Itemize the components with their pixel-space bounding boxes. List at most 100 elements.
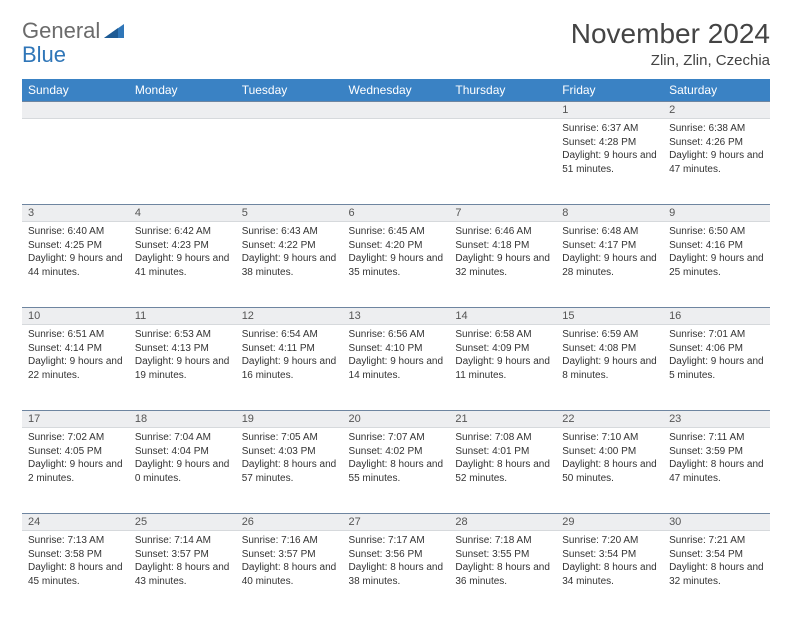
day-number-cell: 28: [449, 514, 556, 531]
day-number-cell: [129, 102, 236, 119]
day-number-row: 24252627282930: [22, 514, 770, 531]
day-cell: [343, 119, 450, 205]
day-number-cell: 6: [343, 205, 450, 222]
day-detail-line: Sunrise: 7:18 AM: [455, 534, 550, 548]
day-detail-line: Daylight: 9 hours and 28 minutes.: [562, 252, 657, 279]
day-detail-line: Sunset: 3:58 PM: [28, 548, 123, 562]
day-detail-line: Sunset: 3:59 PM: [669, 445, 764, 459]
day-detail-line: Sunset: 4:28 PM: [562, 136, 657, 150]
day-detail-line: Daylight: 9 hours and 5 minutes.: [669, 355, 764, 382]
day-cell: Sunrise: 7:18 AMSunset: 3:55 PMDaylight:…: [449, 531, 556, 617]
day-detail-line: Sunset: 3:54 PM: [562, 548, 657, 562]
day-detail-line: Sunrise: 7:07 AM: [349, 431, 444, 445]
day-detail-line: Daylight: 9 hours and 38 minutes.: [242, 252, 337, 279]
day-number-cell: 21: [449, 411, 556, 428]
day-detail-line: Daylight: 8 hours and 50 minutes.: [562, 458, 657, 485]
day-number-cell: 19: [236, 411, 343, 428]
day-number-row: 12: [22, 102, 770, 119]
day-detail-line: Sunset: 3:57 PM: [135, 548, 230, 562]
day-detail-line: Sunrise: 7:05 AM: [242, 431, 337, 445]
day-detail-line: Sunrise: 7:11 AM: [669, 431, 764, 445]
day-detail-line: Sunrise: 6:46 AM: [455, 225, 550, 239]
day-detail-line: Daylight: 9 hours and 19 minutes.: [135, 355, 230, 382]
day-number-cell: 9: [663, 205, 770, 222]
day-detail-line: Sunrise: 7:01 AM: [669, 328, 764, 342]
day-detail-line: Daylight: 9 hours and 44 minutes.: [28, 252, 123, 279]
day-cell: Sunrise: 7:16 AMSunset: 3:57 PMDaylight:…: [236, 531, 343, 617]
day-detail-line: Daylight: 9 hours and 8 minutes.: [562, 355, 657, 382]
day-number-row: 17181920212223: [22, 411, 770, 428]
day-detail-line: Daylight: 8 hours and 57 minutes.: [242, 458, 337, 485]
day-number-cell: [236, 102, 343, 119]
location-text: Zlin, Zlin, Czechia: [571, 52, 770, 69]
day-detail-line: Sunrise: 7:08 AM: [455, 431, 550, 445]
day-detail-line: Daylight: 8 hours and 55 minutes.: [349, 458, 444, 485]
day-detail-line: Sunset: 4:08 PM: [562, 342, 657, 356]
day-number-cell: 16: [663, 308, 770, 325]
day-cell: Sunrise: 7:13 AMSunset: 3:58 PMDaylight:…: [22, 531, 129, 617]
weekday-thursday: Thursday: [449, 79, 556, 102]
month-title: November 2024: [571, 18, 770, 50]
day-number-cell: 20: [343, 411, 450, 428]
day-cell: Sunrise: 6:46 AMSunset: 4:18 PMDaylight:…: [449, 222, 556, 308]
day-detail-line: Sunrise: 6:40 AM: [28, 225, 123, 239]
day-detail-line: Daylight: 8 hours and 38 minutes.: [349, 561, 444, 588]
day-detail-line: Sunrise: 7:17 AM: [349, 534, 444, 548]
weekday-saturday: Saturday: [663, 79, 770, 102]
day-detail-line: Sunrise: 7:14 AM: [135, 534, 230, 548]
day-cell: Sunrise: 7:08 AMSunset: 4:01 PMDaylight:…: [449, 428, 556, 514]
day-detail-line: Daylight: 9 hours and 47 minutes.: [669, 149, 764, 176]
day-detail-line: Sunrise: 6:56 AM: [349, 328, 444, 342]
day-detail-line: Sunset: 4:03 PM: [242, 445, 337, 459]
day-detail-line: Sunset: 4:13 PM: [135, 342, 230, 356]
day-detail-line: Daylight: 9 hours and 25 minutes.: [669, 252, 764, 279]
day-number-cell: 5: [236, 205, 343, 222]
day-cell: Sunrise: 7:20 AMSunset: 3:54 PMDaylight:…: [556, 531, 663, 617]
day-detail-line: Sunset: 4:14 PM: [28, 342, 123, 356]
day-detail-line: Daylight: 9 hours and 35 minutes.: [349, 252, 444, 279]
day-detail-line: Sunrise: 7:21 AM: [669, 534, 764, 548]
day-content-row: Sunrise: 7:02 AMSunset: 4:05 PMDaylight:…: [22, 428, 770, 514]
day-detail-line: Sunset: 4:22 PM: [242, 239, 337, 253]
day-detail-line: Daylight: 9 hours and 41 minutes.: [135, 252, 230, 279]
day-cell: Sunrise: 7:02 AMSunset: 4:05 PMDaylight:…: [22, 428, 129, 514]
day-content-row: Sunrise: 6:37 AMSunset: 4:28 PMDaylight:…: [22, 119, 770, 205]
day-detail-line: Daylight: 8 hours and 43 minutes.: [135, 561, 230, 588]
day-cell: Sunrise: 7:17 AMSunset: 3:56 PMDaylight:…: [343, 531, 450, 617]
day-detail-line: Sunset: 4:02 PM: [349, 445, 444, 459]
day-number-cell: 8: [556, 205, 663, 222]
weekday-friday: Friday: [556, 79, 663, 102]
day-cell: Sunrise: 7:01 AMSunset: 4:06 PMDaylight:…: [663, 325, 770, 411]
day-number-cell: 7: [449, 205, 556, 222]
day-number-row: 3456789: [22, 205, 770, 222]
day-detail-line: Daylight: 8 hours and 52 minutes.: [455, 458, 550, 485]
day-detail-line: Daylight: 8 hours and 32 minutes.: [669, 561, 764, 588]
day-number-cell: 17: [22, 411, 129, 428]
day-number-cell: 30: [663, 514, 770, 531]
logo: General: [22, 18, 126, 44]
day-detail-line: Sunrise: 6:51 AM: [28, 328, 123, 342]
day-cell: Sunrise: 7:11 AMSunset: 3:59 PMDaylight:…: [663, 428, 770, 514]
day-detail-line: Sunrise: 7:10 AM: [562, 431, 657, 445]
day-number-cell: [449, 102, 556, 119]
day-detail-line: Sunrise: 6:59 AM: [562, 328, 657, 342]
day-cell: Sunrise: 6:37 AMSunset: 4:28 PMDaylight:…: [556, 119, 663, 205]
day-detail-line: Sunset: 4:20 PM: [349, 239, 444, 253]
day-number-cell: 26: [236, 514, 343, 531]
day-number-cell: 22: [556, 411, 663, 428]
day-content-row: Sunrise: 6:51 AMSunset: 4:14 PM Daylight:…: [22, 325, 770, 411]
day-detail-line: Sunrise: 6:53 AM: [135, 328, 230, 342]
day-detail-line: Sunset: 4:06 PM: [669, 342, 764, 356]
day-cell: Sunrise: 7:05 AMSunset: 4:03 PMDaylight:…: [236, 428, 343, 514]
day-cell: Sunrise: 6:53 AMSunset: 4:13 PMDaylight:…: [129, 325, 236, 411]
day-cell: Sunrise: 6:38 AMSunset: 4:26 PMDaylight:…: [663, 119, 770, 205]
day-detail-line: Daylight: 9 hours and 2 minutes.: [28, 458, 123, 485]
day-detail-line: Sunrise: 6:42 AM: [135, 225, 230, 239]
day-number-cell: 4: [129, 205, 236, 222]
day-cell: Sunrise: 6:40 AMSunset: 4:25 PMDaylight:…: [22, 222, 129, 308]
day-detail-line: Sunset: 4:26 PM: [669, 136, 764, 150]
day-detail-line: Daylight: 9 hours and 0 minutes.: [135, 458, 230, 485]
day-cell: Sunrise: 6:42 AMSunset: 4:23 PMDaylight:…: [129, 222, 236, 308]
logo-triangle-icon: [104, 18, 124, 44]
weekday-monday: Monday: [129, 79, 236, 102]
